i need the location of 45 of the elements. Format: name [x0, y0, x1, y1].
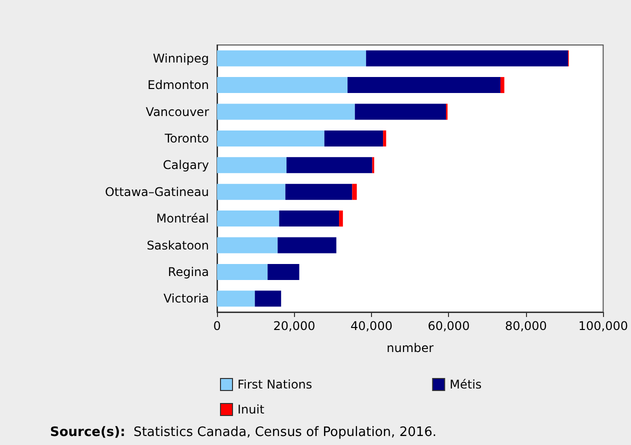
y-tick-label: Ottawa–Gatineau: [104, 184, 209, 199]
bar: [500, 77, 504, 94]
bar: [217, 77, 348, 94]
bar: [254, 290, 282, 307]
x-tick-label: 20,000: [273, 319, 316, 333]
x-tick-label: 0: [213, 319, 221, 333]
bar: [217, 104, 355, 120]
bar: [279, 210, 340, 227]
bar: [278, 237, 336, 254]
bar: [339, 210, 343, 227]
y-tick-label: Regina: [168, 264, 209, 279]
bar: [354, 104, 446, 120]
y-tick-label: Saskatoon: [146, 238, 209, 252]
y-tick-label: Montréal: [156, 212, 209, 226]
bar: [324, 130, 384, 146]
x-axis-title: number: [386, 341, 434, 355]
x-tick-label: 80,000: [504, 319, 547, 333]
bar: [285, 184, 352, 200]
legend-label: First Nations: [238, 378, 312, 392]
x-tick-label: 100,000: [578, 319, 628, 333]
bar: [268, 264, 300, 280]
y-tick-label: Winnipeg: [152, 51, 209, 66]
bar: [348, 77, 500, 94]
source-note: Source(s): Statistics Canada, Census of Population, 2016.: [50, 425, 437, 440]
bar: [217, 290, 255, 307]
bar: [352, 184, 357, 200]
x-tick-label: 60,000: [428, 319, 470, 333]
y-tick-label: Toronto: [164, 131, 209, 146]
legend-label: Métis: [450, 378, 482, 392]
legend-label: Inuit: [238, 402, 265, 416]
bar: [383, 130, 386, 146]
bar: [286, 157, 372, 174]
bar: [217, 130, 324, 146]
y-tick-label: Calgary: [162, 158, 209, 172]
bar: [366, 50, 568, 66]
y-tick-label: Victoria: [163, 292, 209, 306]
bar: [217, 184, 286, 200]
bar: [217, 210, 280, 227]
bar: [217, 50, 366, 66]
bar: [217, 264, 268, 280]
x-tick-label: 40,000: [350, 319, 392, 333]
bar: [217, 157, 287, 174]
y-tick-label: Vancouver: [146, 104, 210, 119]
y-tick-label: Edmonton: [148, 78, 209, 92]
bar: [217, 237, 278, 254]
